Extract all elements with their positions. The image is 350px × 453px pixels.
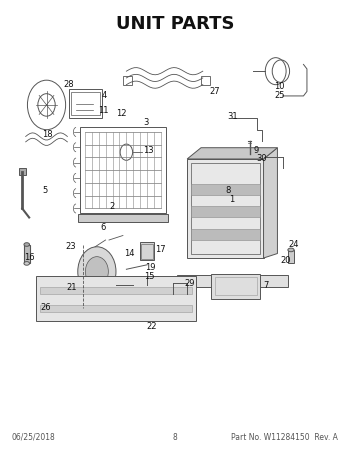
- Text: 30: 30: [257, 154, 267, 164]
- Bar: [36, 276, 196, 321]
- Bar: [123, 76, 132, 85]
- Text: 12: 12: [116, 109, 126, 117]
- Bar: [177, 275, 288, 287]
- Text: 8: 8: [225, 186, 230, 195]
- Bar: [201, 76, 210, 85]
- Bar: [40, 305, 193, 312]
- Text: 24: 24: [289, 240, 299, 249]
- Text: 06/25/2018: 06/25/2018: [12, 433, 56, 442]
- Bar: [78, 214, 168, 222]
- Bar: [187, 159, 264, 258]
- Bar: [40, 287, 193, 294]
- Text: 3: 3: [143, 118, 148, 127]
- Text: 10: 10: [274, 82, 285, 92]
- Bar: [211, 274, 260, 299]
- Bar: [24, 245, 29, 263]
- Ellipse shape: [288, 248, 294, 252]
- Bar: [71, 92, 100, 115]
- Text: 14: 14: [124, 249, 134, 258]
- Polygon shape: [187, 148, 278, 159]
- Polygon shape: [264, 148, 278, 258]
- Text: 15: 15: [144, 272, 154, 281]
- Text: 17: 17: [155, 245, 166, 254]
- Circle shape: [85, 257, 108, 286]
- Circle shape: [78, 247, 116, 296]
- Bar: [191, 184, 260, 195]
- Text: 8: 8: [173, 433, 177, 442]
- Text: 13: 13: [142, 146, 153, 155]
- Bar: [288, 250, 294, 263]
- Bar: [141, 244, 153, 259]
- Text: 4: 4: [101, 92, 106, 101]
- Text: 1: 1: [229, 195, 234, 204]
- Text: 27: 27: [210, 87, 220, 96]
- Bar: [191, 164, 260, 254]
- Text: 2: 2: [109, 202, 114, 211]
- Text: UNIT PARTS: UNIT PARTS: [116, 15, 234, 33]
- Text: 20: 20: [281, 256, 291, 265]
- Text: Part No. W11284150  Rev. A: Part No. W11284150 Rev. A: [231, 433, 338, 442]
- Text: 9: 9: [254, 146, 259, 155]
- Text: 7: 7: [263, 281, 269, 290]
- Text: 29: 29: [185, 279, 195, 288]
- Text: 18: 18: [42, 130, 53, 139]
- Text: 28: 28: [64, 80, 75, 89]
- Text: 21: 21: [66, 283, 77, 292]
- Text: 16: 16: [25, 253, 35, 262]
- Bar: [79, 127, 166, 213]
- Bar: [191, 206, 260, 217]
- Text: 23: 23: [65, 242, 76, 251]
- Bar: [215, 277, 257, 295]
- Text: 19: 19: [146, 264, 156, 272]
- Text: 5: 5: [43, 186, 48, 195]
- Bar: [19, 168, 26, 175]
- Bar: [69, 89, 102, 118]
- Text: 11: 11: [99, 106, 109, 115]
- Text: 6: 6: [100, 223, 106, 232]
- Ellipse shape: [24, 262, 29, 265]
- Text: 25: 25: [274, 92, 285, 101]
- Bar: [140, 242, 154, 260]
- Text: 31: 31: [227, 112, 238, 120]
- Bar: [191, 229, 260, 240]
- Ellipse shape: [24, 243, 29, 246]
- Text: 26: 26: [41, 303, 51, 312]
- Text: 22: 22: [146, 322, 157, 331]
